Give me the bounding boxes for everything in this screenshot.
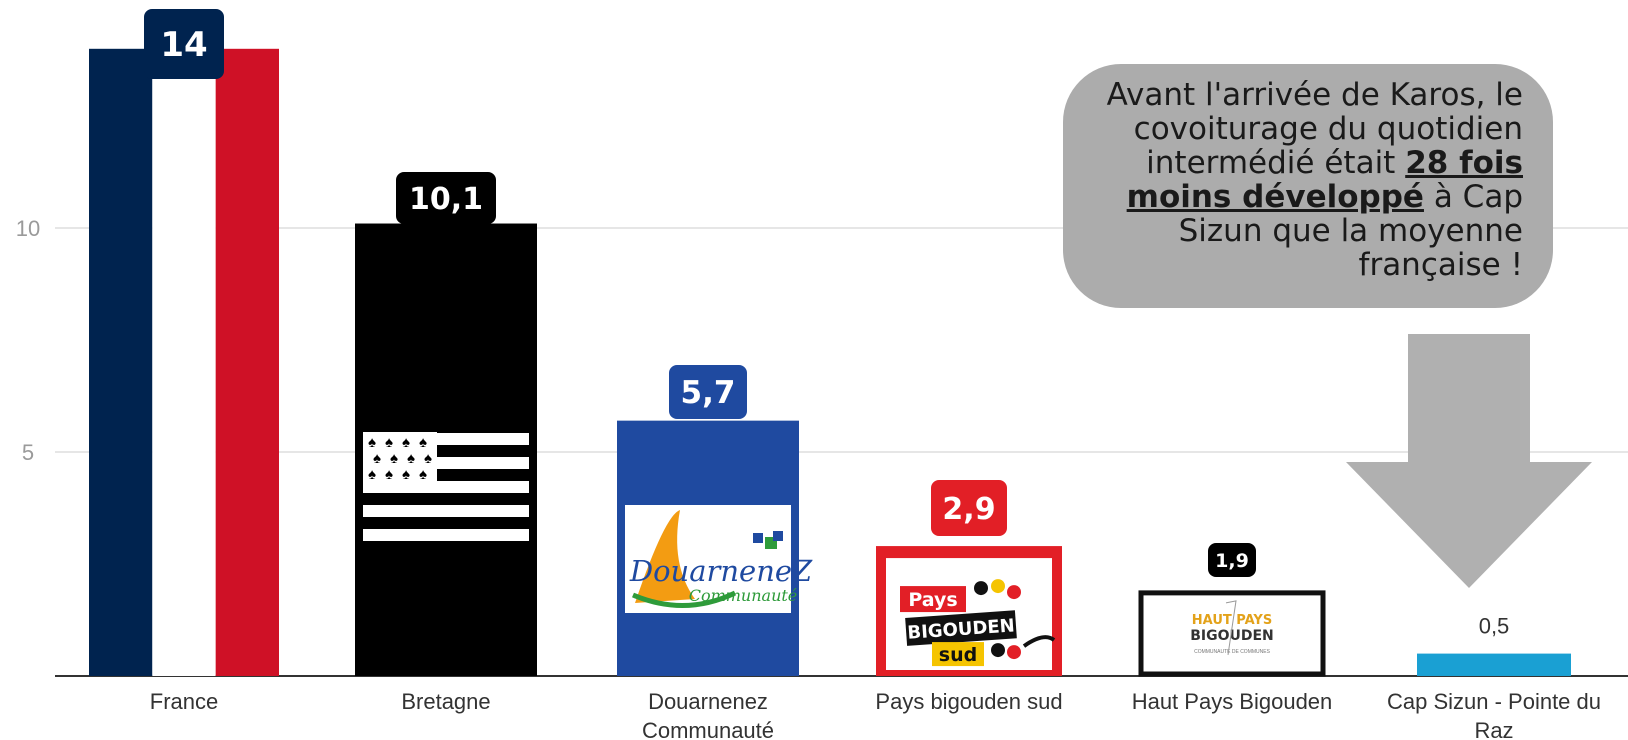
bar-hpb xyxy=(1138,590,1326,677)
bar-cap-sizun xyxy=(1417,653,1571,676)
sail-icon xyxy=(635,510,695,603)
pbs-pays-text: Pays xyxy=(908,589,957,611)
ermine-icon: ♠ xyxy=(419,434,427,451)
x-tick-label: Douarnenez xyxy=(648,689,768,714)
ermine-icon: ♠ xyxy=(424,450,432,467)
callout-text: intermédié était xyxy=(1146,145,1406,181)
ermine-icon: ♠ xyxy=(385,466,393,483)
x-tick-label: Pays bigouden sud xyxy=(875,689,1062,714)
pbs-dot-icon xyxy=(991,579,1005,594)
hpb-haut-text: HAUT PAYS xyxy=(1192,613,1272,628)
pbs-dot-icon xyxy=(991,643,1005,658)
bar-0 xyxy=(89,48,279,677)
ermine-icon: ♠ xyxy=(368,466,376,483)
value-badge xyxy=(669,365,747,419)
value-label: 14 xyxy=(160,25,207,65)
x-tick-label: Raz xyxy=(1474,718,1513,740)
pbs-swoosh-icon xyxy=(1022,635,1056,648)
bar-france-white xyxy=(152,48,216,677)
pbs-bigouden-box xyxy=(905,610,1017,646)
logo-square xyxy=(753,533,763,543)
callout-line: moins développé à Cap xyxy=(1083,180,1523,214)
x-tick-label: Communauté xyxy=(642,718,774,740)
x-tick-label: France xyxy=(150,689,218,714)
ermine-icon: ♠ xyxy=(407,450,415,467)
ermine-icon: ♠ xyxy=(402,434,410,451)
value-label: 2,9 xyxy=(942,492,995,527)
down-arrow-icon xyxy=(1346,334,1592,588)
value-label: 5,7 xyxy=(681,375,736,411)
ermine-icon: ♠ xyxy=(390,450,398,467)
pbs-sud-text: sud xyxy=(939,644,977,666)
hpb-bigouden-text: BIGOUDEN xyxy=(1190,628,1274,644)
ermine-icon: ♠ xyxy=(373,450,381,467)
y-tick-label: 5 xyxy=(22,440,34,465)
x-tick-label: Cap Sizun - Pointe du xyxy=(1387,689,1601,714)
hpb-sub-text: COMMUNAUTÉ DE COMMUNES xyxy=(1194,648,1270,655)
flag-stripe xyxy=(363,481,529,493)
douarnenez-logo-text: DouarneneZ xyxy=(629,554,813,588)
value-badge xyxy=(144,9,224,79)
callout-line: intermédié était 28 fois xyxy=(1083,146,1523,180)
wave-icon xyxy=(632,590,737,608)
pbs-pays-box xyxy=(900,586,966,613)
pbs-sud-box xyxy=(932,642,984,667)
bar-5 xyxy=(1417,653,1571,676)
ermine-icon: ♠ xyxy=(385,434,393,451)
value-label: 1,9 xyxy=(1215,550,1249,572)
callout-emphasis: 28 fois xyxy=(1405,145,1523,181)
bar-france-blue xyxy=(89,48,153,677)
callout-line: covoiturage du quotidien xyxy=(1133,111,1523,147)
value-badge xyxy=(396,172,496,224)
bar-1: ♠ ♠ ♠ ♠♠ ♠ ♠ ♠♠ ♠ ♠ ♠ xyxy=(355,223,537,676)
callout-text: à Cap xyxy=(1423,179,1523,215)
x-tick-label: Bretagne xyxy=(401,689,490,714)
value-badge xyxy=(931,480,1007,536)
hpb-sail-icon xyxy=(1225,600,1237,655)
ermine-icon: ♠ xyxy=(402,466,410,483)
callout-emphasis: moins développé xyxy=(1126,179,1424,215)
callout-line: Sizun que la moyenne xyxy=(1178,213,1523,249)
pbs-dot-icon xyxy=(1007,645,1021,660)
flag-canton xyxy=(363,432,437,482)
value-label: 10,1 xyxy=(409,182,483,217)
value-badge xyxy=(1208,543,1256,577)
y-tick-label: 10 xyxy=(16,216,40,241)
bar-france-red xyxy=(215,48,279,677)
ermine-icon: ♠ xyxy=(419,466,427,483)
x-tick-label: Haut Pays Bigouden xyxy=(1132,689,1333,714)
callout-line: française ! xyxy=(1358,247,1523,283)
labels: 5 10 14 10,1 5,7 2,9 1,9 0,5 France Bretagne Douar… xyxy=(16,9,1601,740)
callout-bubble: Avant l'arrivée de Karos, le covoiturage… xyxy=(1063,64,1553,308)
callout-line: Avant l'arrivée de Karos, le xyxy=(1106,77,1523,113)
pbs-dot-icon xyxy=(1007,585,1021,600)
logo-square xyxy=(773,531,783,541)
flag-stripe xyxy=(363,505,529,517)
douarnenez-logo-sub: Communauté xyxy=(689,586,798,605)
value-label: 0,5 xyxy=(1479,614,1510,639)
ermine-icon: ♠ xyxy=(368,434,376,451)
pbs-dot-icon xyxy=(974,581,988,596)
flag-stripe xyxy=(363,529,529,541)
